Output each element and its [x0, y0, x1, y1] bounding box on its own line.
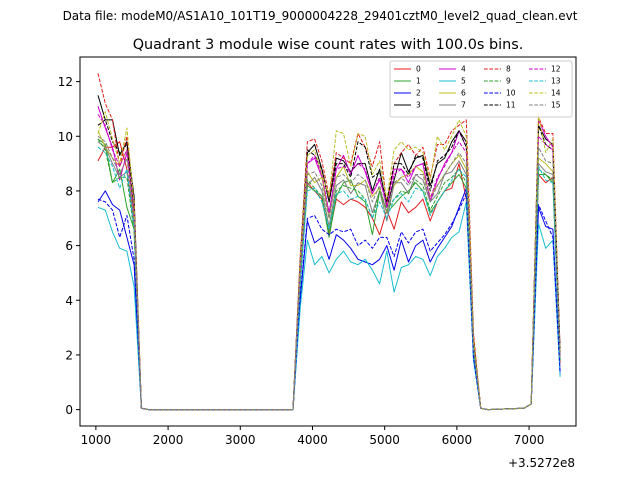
x-tick-label: 6000	[442, 433, 473, 447]
legend-label-7: 7	[461, 101, 466, 110]
legend-box	[389, 60, 573, 118]
y-tick-label: 12	[58, 75, 73, 89]
x-offset-label: +3.5272e8	[508, 456, 575, 470]
axes-frame	[79, 56, 577, 427]
legend-label-9: 9	[506, 77, 511, 86]
y-tick-label: 10	[58, 130, 73, 144]
x-tick-label: 3000	[225, 433, 256, 447]
x-axis: 1000 2000 3000 4000 5000 6000 7000	[81, 426, 545, 447]
chart-title: Quadrant 3 module wise count rates with …	[133, 37, 524, 53]
legend-label-8: 8	[506, 65, 511, 74]
x-tick-label: 5000	[369, 433, 400, 447]
y-tick-label: 2	[65, 348, 73, 362]
legend-label-11: 11	[506, 101, 516, 110]
x-tick-label: 7000	[514, 433, 545, 447]
x-tick-label: 1000	[81, 433, 112, 447]
legend-label-3: 3	[416, 101, 421, 110]
suptitle: Data file: modeM0/AS1A10_101T19_90000042…	[63, 9, 578, 23]
legend-label-2: 2	[416, 89, 421, 98]
legend-label-4: 4	[461, 65, 466, 74]
y-tick-label: 8	[65, 184, 73, 198]
legend-label-0: 0	[416, 65, 421, 74]
legend-label-1: 1	[416, 77, 421, 86]
y-axis: 0 2 4 6 8 10 12	[58, 75, 80, 417]
y-tick-label: 0	[65, 403, 73, 417]
legend-label-13: 13	[551, 77, 561, 86]
plot-lines	[97, 73, 561, 411]
legend-label-12: 12	[551, 65, 561, 74]
legend-label-6: 6	[461, 89, 466, 98]
legend-label-14: 14	[551, 89, 561, 98]
x-tick-label: 4000	[297, 433, 328, 447]
y-tick-label: 4	[65, 294, 73, 308]
legend-label-10: 10	[506, 89, 516, 98]
legend-label-5: 5	[461, 77, 466, 86]
series-line-15	[97, 135, 561, 411]
y-tick-label: 6	[65, 239, 73, 253]
x-tick-label: 2000	[153, 433, 184, 447]
legend-label-15: 15	[551, 101, 561, 110]
